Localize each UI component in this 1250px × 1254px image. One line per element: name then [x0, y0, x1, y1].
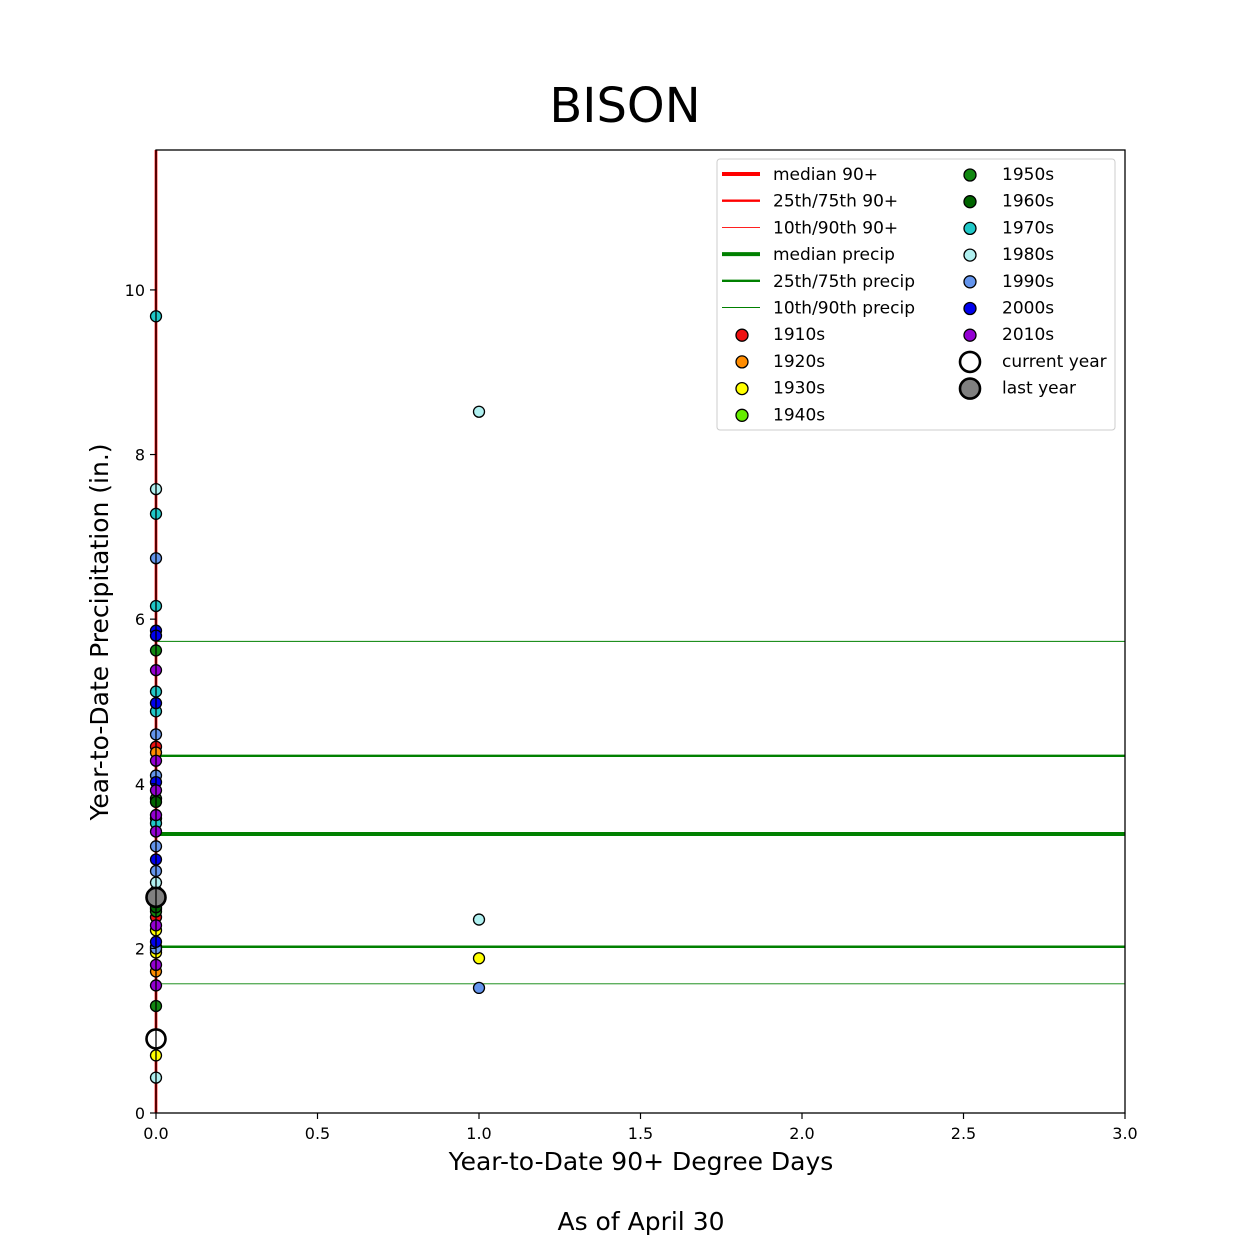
chart-title: BISON [549, 78, 700, 134]
legend-label-last-year: last year [1002, 379, 1076, 399]
legend-box [716, 158, 1116, 431]
legend-label-1950s: 1950s [1002, 165, 1054, 185]
y-tick-label: 4 [135, 775, 145, 794]
x-tick-label: 0.0 [143, 1124, 168, 1143]
y-tick-label: 0 [135, 1104, 145, 1123]
legend-label-1910s: 1910s [773, 325, 825, 345]
legend-swatch-last-year [958, 377, 982, 400]
y-tick-label: 10 [125, 281, 145, 300]
y-tick-label: 2 [135, 939, 145, 958]
legend-swatch-1960s [963, 195, 977, 209]
legend-swatch-1910s [735, 328, 749, 342]
legend-swatch-1970s [963, 221, 977, 236]
legend-swatch-1920s [735, 355, 749, 369]
legend-label-2010s: 2010s [1002, 325, 1054, 345]
legend-label-10th-90th-precip: 10th/90th precip [773, 299, 915, 319]
x-tick-label: 1.0 [466, 1124, 491, 1143]
legend-swatch-1940s [735, 408, 749, 422]
legend-swatch-1980s [963, 248, 977, 262]
x-tick-label: 2.0 [789, 1124, 814, 1143]
legend-swatch-current-year [958, 350, 982, 374]
legend-label-1940s: 1940s [773, 405, 825, 425]
y-tick-label: 6 [135, 610, 145, 629]
legend-label-1960s: 1960s [1002, 192, 1054, 212]
legend-swatch-2000s [963, 301, 977, 316]
point-1980s [472, 913, 486, 926]
legend-label-25th-75th-90-: 25th/75th 90+ [773, 192, 898, 212]
legend-label-median-90-: median 90+ [773, 165, 878, 185]
legend-swatch-1950s [963, 168, 977, 182]
legend-label-median-precip: median precip [773, 245, 895, 265]
legend-swatch-2010s [963, 328, 977, 342]
legend-swatch-1990s [963, 275, 977, 289]
y-tick-label: 8 [135, 446, 145, 465]
x-tick-label: 2.5 [951, 1124, 976, 1143]
legend-swatch-1930s [735, 381, 749, 396]
legend-label-10th-90th-90-: 10th/90th 90+ [773, 218, 898, 238]
point-1930s [472, 952, 486, 965]
point-1990s [472, 981, 486, 995]
legend-label-1980s: 1980s [1002, 245, 1054, 265]
legend-label-1970s: 1970s [1002, 218, 1054, 238]
x-axis-label: Year-to-Date 90+ Degree Days [448, 1147, 834, 1176]
legend-label-current-year: current year [1002, 352, 1107, 372]
legend-label-2000s: 2000s [1002, 299, 1054, 319]
legend-label-1990s: 1990s [1002, 272, 1054, 292]
y-axis-label: Year-to-Date Precipitation (in.) [85, 443, 114, 821]
point-1980s [472, 405, 486, 418]
x-tick-label: 1.5 [628, 1124, 653, 1143]
x-tick-label: 3.0 [1112, 1124, 1137, 1143]
legend: median 90+ 25th/75th 90+ 10th/90th 90+ medi… [716, 158, 1116, 431]
legend-label-1930s: 1930s [773, 379, 825, 399]
legend-label-25th-75th-precip: 25th/75th precip [773, 272, 915, 292]
footer-date-label: As of April 30 [557, 1207, 724, 1236]
x-tick-label: 0.5 [305, 1124, 330, 1143]
legend-label-1920s: 1920s [773, 352, 825, 372]
